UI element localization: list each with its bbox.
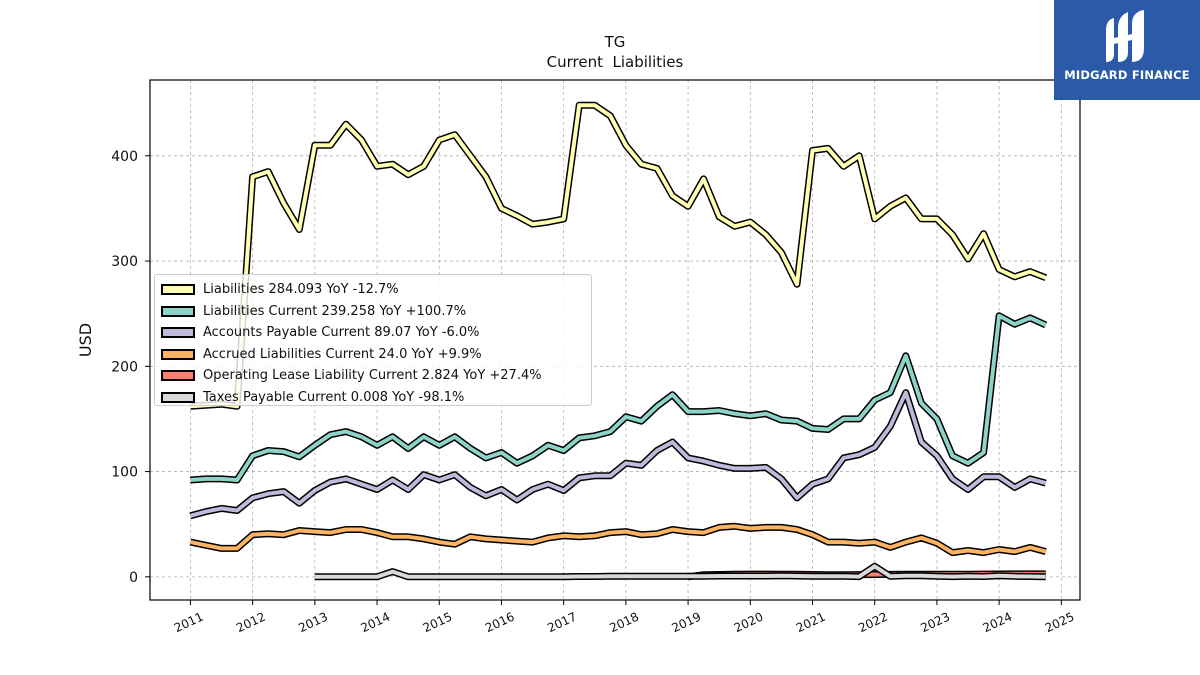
- chart-title: TG: [604, 33, 626, 51]
- plot-frame: [149, 79, 1081, 601]
- x-tick-label: 2020: [732, 610, 766, 636]
- chart-subtitle: Current Liabilities: [547, 53, 684, 71]
- legend-swatch: [161, 284, 195, 296]
- x-tick-label: 2023: [918, 610, 952, 636]
- legend-swatch: [161, 327, 195, 339]
- series-accrued-liabilities-current: [189, 522, 1047, 557]
- legend-item: Accrued Liabilities Current 24.0 YoY +9.…: [161, 344, 585, 366]
- series-outline: [189, 389, 1047, 520]
- series-accounts-payable-current: [189, 389, 1047, 520]
- x-tick-label: 2011: [172, 610, 206, 636]
- legend-item: Accounts Payable Current 89.07 YoY -6.0%: [161, 322, 585, 344]
- x-tick-label: 2014: [359, 610, 393, 636]
- legend-swatch: [161, 370, 195, 382]
- brand-logo: MIDGARD FINANCE: [1054, 0, 1200, 100]
- y-tick-label: 400: [111, 149, 138, 165]
- series-lines: [189, 101, 1048, 581]
- legend-label: Taxes Payable Current 0.008 YoY -98.1%: [203, 389, 465, 405]
- y-tick-label: 0: [129, 570, 138, 586]
- series-line: [314, 564, 1046, 579]
- x-tick-label: 2013: [296, 610, 330, 636]
- legend-swatch: [161, 391, 195, 403]
- legend-label: Accrued Liabilities Current 24.0 YoY +9.…: [203, 346, 482, 362]
- series-line: [189, 390, 1047, 518]
- x-tick-label: 2016: [483, 610, 517, 636]
- legend-swatch: [161, 305, 195, 317]
- series-line: [190, 313, 1047, 482]
- y-tick-label: 200: [111, 359, 138, 375]
- y-axis: 0 100 200 300 400: [111, 149, 150, 586]
- x-tick-label: 2024: [981, 610, 1015, 636]
- legend-item: Operating Lease Liability Current 2.824 …: [161, 365, 585, 387]
- x-tick-label: 2019: [670, 610, 704, 636]
- x-tick-label: 2015: [421, 610, 455, 636]
- x-tick-label: 2021: [794, 610, 828, 636]
- x-tick-label: 2022: [856, 610, 890, 636]
- legend-swatch: [161, 348, 195, 360]
- legend-label: Operating Lease Liability Current 2.824 …: [203, 368, 542, 384]
- series-taxes-payable-current: [314, 562, 1046, 581]
- series-line: [189, 524, 1047, 555]
- legend-item: Taxes Payable Current 0.008 YoY -98.1%: [161, 387, 585, 409]
- y-tick-label: 300: [111, 254, 138, 270]
- legend-item: Liabilities 284.093 YoY -12.7%: [161, 279, 585, 301]
- legend-label: Liabilities Current 239.258 YoY +100.7%: [203, 303, 467, 319]
- logo-mark-icon: [1106, 10, 1144, 62]
- x-tick-label: 2012: [234, 610, 268, 636]
- legend-label: Accounts Payable Current 89.07 YoY -6.0%: [203, 325, 480, 341]
- y-tick-label: 100: [111, 465, 138, 481]
- chart-legend: Liabilities 284.093 YoY -12.7% Liabiliti…: [154, 274, 592, 406]
- x-tick-label: 2017: [545, 610, 579, 636]
- x-axis: 2011 2012 2013 2014 2015 2016 2017 2018 2019 2020…: [172, 600, 1077, 636]
- series-liabilities: [190, 101, 1048, 410]
- series-line: [190, 103, 1047, 409]
- legend-item: Liabilities Current 239.258 YoY +100.7%: [161, 301, 585, 323]
- legend-label: Liabilities 284.093 YoY -12.7%: [203, 282, 399, 298]
- logo-text: MIDGARD FINANCE: [1064, 68, 1190, 82]
- series-liabilities-current: [190, 312, 1048, 484]
- x-tick-label: 2018: [607, 610, 641, 636]
- y-axis-label: USD: [76, 323, 95, 357]
- x-tick-label: 2025: [1043, 610, 1077, 636]
